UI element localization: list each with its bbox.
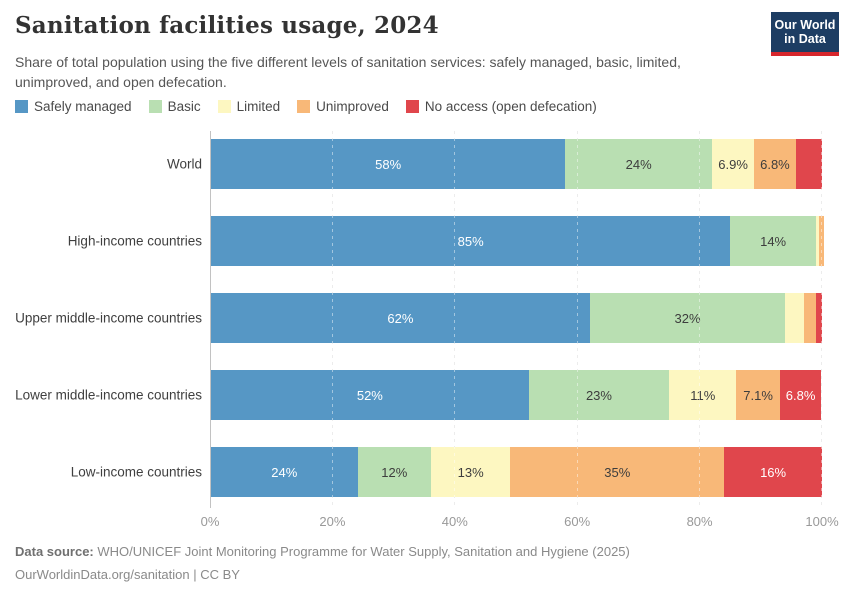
data-source-line: Data source: WHO/UNICEF Joint Monitoring… — [15, 540, 835, 563]
row-label: Lower middle-income countries — [15, 387, 202, 403]
page-title: Sanitation facilities usage, 2024 — [15, 12, 439, 39]
legend-item-unimproved: Unimproved — [297, 99, 389, 114]
row-label: World — [166, 156, 202, 172]
bar-row: Low-income countries 24% 12% 13% 35% 16% — [71, 447, 822, 497]
gridline-60% — [576, 131, 578, 508]
chart-subtitle: Share of total population using the five… — [15, 54, 681, 90]
bar-segment-basic: 24% — [565, 139, 712, 189]
chart-footer: Data source: WHO/UNICEF Joint Monitoring… — [15, 540, 835, 587]
bar-row: Lower middle-income countries 52% 23% 11% 7.… — [15, 370, 822, 420]
bar-value-label: 6.8% — [785, 387, 816, 403]
bar-segment-safely-managed: 85% — [211, 216, 731, 266]
bar-value-label: 32% — [674, 310, 701, 326]
row-label: High-income countries — [67, 233, 202, 249]
bar-value-label: 85% — [457, 233, 484, 249]
gridline-40% — [454, 131, 456, 508]
legend-label-unimproved: Unimproved — [316, 99, 389, 114]
bar-value-label: 13% — [457, 464, 484, 480]
bar-segment-unimproved: 35% — [510, 447, 725, 497]
bar-row: Upper middle-income countries 62% 32% — [15, 293, 822, 343]
bar-segment-safely-managed: 24% — [211, 447, 358, 497]
bar-segment-no-access — [795, 139, 822, 189]
bar-segment-limited: 13% — [430, 447, 511, 497]
chart-legend: Safely managed Basic Limited Unimproved No a… — [15, 99, 597, 114]
bar-segment-limited — [785, 293, 804, 343]
bar-segment-safely-managed: 52% — [211, 370, 529, 420]
legend-item-basic: Basic — [148, 99, 201, 114]
legend-label-no-access: No access (open defecation) — [424, 99, 597, 114]
legend-swatch-safely-managed — [15, 100, 28, 113]
x-tick-60%: 60% — [564, 514, 591, 529]
bar-segment-no-access — [815, 293, 822, 343]
data-source-label: Data source: — [15, 544, 94, 559]
bar-value-label: 58% — [375, 156, 402, 172]
bar-segment-safely-managed: 58% — [211, 139, 566, 189]
bar-value-label: 6.8% — [760, 156, 790, 172]
legend-swatch-basic — [148, 100, 162, 113]
legend-label-limited: Limited — [236, 99, 281, 114]
gridline-20% — [332, 131, 334, 508]
bar-value-label: 52% — [356, 387, 383, 403]
bar-value-label: 6.9% — [718, 156, 748, 172]
x-tick-100%: 100% — [805, 514, 839, 529]
owid-logo-line1: Our World — [774, 18, 836, 32]
bar-segment-basic: 23% — [528, 370, 670, 420]
legend-item-limited: Limited — [217, 99, 281, 114]
bar-value-label: 7.1% — [743, 387, 773, 403]
bar-value-label: 35% — [604, 464, 631, 480]
x-axis: 0% 20% 40% 60% 80% 100% — [201, 514, 839, 530]
legend-swatch-limited — [217, 100, 231, 113]
bar-value-label: 23% — [585, 387, 612, 403]
bar-segment-limited — [815, 216, 819, 266]
bar-segment-no-access: 16% — [724, 447, 822, 497]
bar-segment-limited: 11% — [669, 370, 737, 420]
legend-label-safely-managed: Safely managed — [34, 99, 132, 114]
bar-row: World 58% 24% 6.9% 6.8% — [167, 139, 822, 189]
bar-segment-limited: 6.9% — [712, 139, 755, 189]
legend-swatch-no-access — [405, 100, 419, 113]
bar-value-label: 14% — [760, 233, 787, 249]
bar-value-label: 11% — [690, 387, 716, 403]
bar-segment-unimproved: 7.1% — [736, 370, 780, 420]
x-tick-0%: 0% — [200, 514, 220, 529]
bar-value-label: 24% — [625, 156, 652, 172]
legend-label-basic: Basic — [167, 99, 201, 114]
bar-segment-basic: 12% — [357, 447, 431, 497]
x-tick-40%: 40% — [441, 514, 468, 529]
bar-value-label: 12% — [381, 464, 408, 480]
bar-segment-unimproved: 6.8% — [754, 139, 796, 189]
bar-rows: World 58% 24% 6.9% 6.8% High-income countries… — [15, 139, 824, 524]
bar-segment-no-access: 6.8% — [779, 370, 822, 420]
row-label: Low-income countries — [70, 464, 202, 480]
legend-item-no-access: No access (open defecation) — [405, 99, 597, 114]
gridline-100% — [821, 131, 822, 508]
owid-logo-line2: in Data — [784, 32, 826, 47]
x-tick-80%: 80% — [686, 514, 713, 529]
bar-segment-safely-managed: 62% — [211, 293, 590, 343]
x-tick-20%: 20% — [319, 514, 346, 529]
bar-value-label: 24% — [271, 464, 298, 480]
data-source-text: WHO/UNICEF Joint Monitoring Programme fo… — [93, 544, 630, 559]
bar-row: High-income countries 85% 14% — [68, 216, 824, 266]
bar-value-label: 16% — [760, 464, 787, 480]
bar-segment-unimproved — [818, 216, 824, 266]
bar-segment-basic: 14% — [730, 216, 816, 266]
gridline-80% — [698, 131, 700, 508]
legend-swatch-unimproved — [297, 100, 311, 113]
legend-item-safely-managed: Safely managed — [15, 99, 132, 114]
plot-area: World 58% 24% 6.9% 6.8% High-income countries… — [15, 131, 824, 508]
row-label: Upper middle-income countries — [15, 310, 202, 326]
bar-segment-unimproved — [803, 293, 816, 343]
bar-segment-basic: 32% — [589, 293, 786, 343]
owid-logo: Our World in Data — [771, 12, 839, 56]
citation-line: OurWorldinData.org/sanitation | CC BY — [15, 567, 240, 583]
bar-value-label: 62% — [387, 310, 414, 326]
